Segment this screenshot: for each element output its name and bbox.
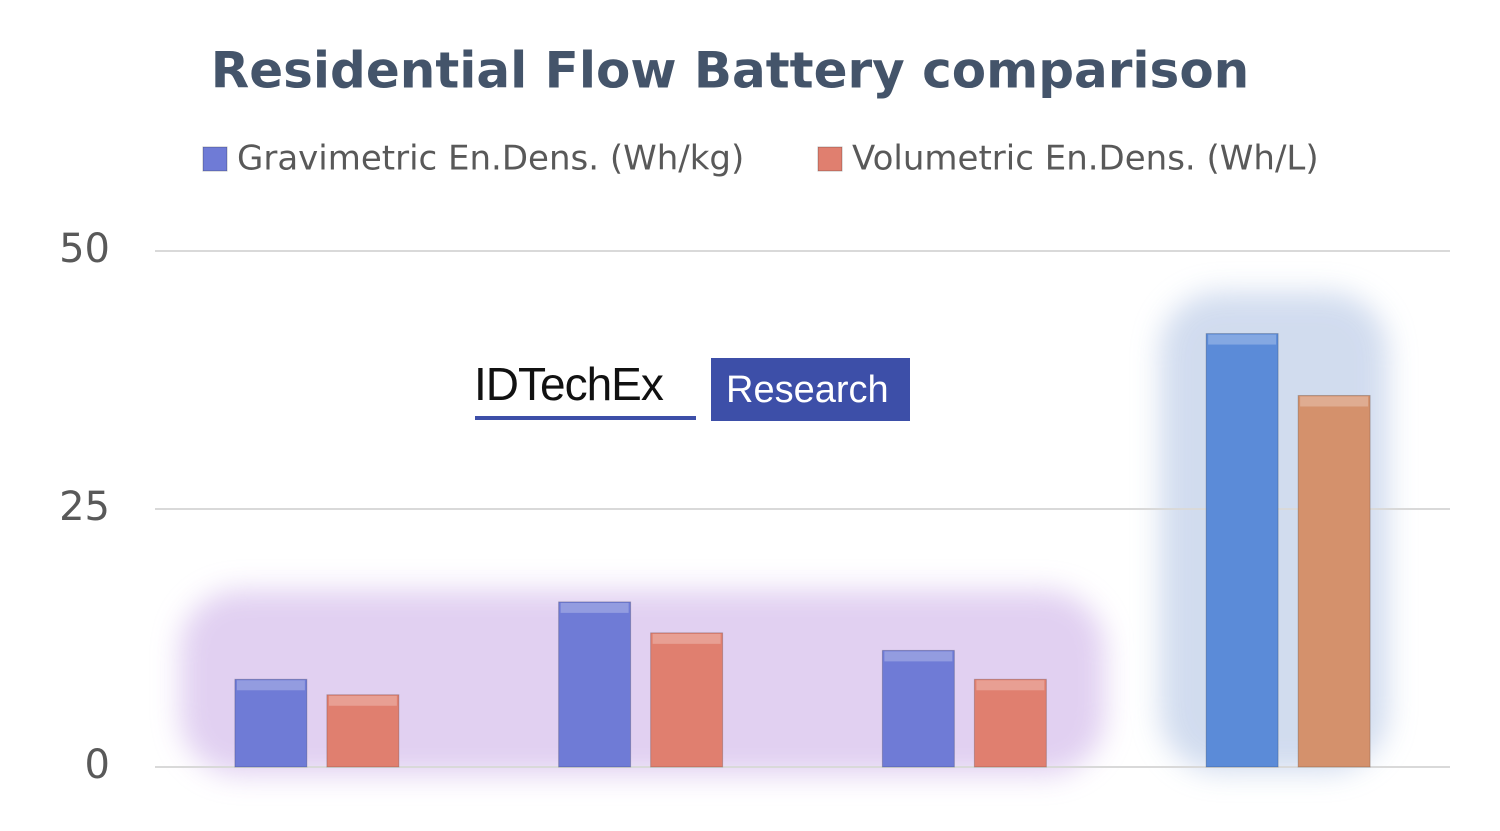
bar <box>973 678 1047 768</box>
bar-bevel <box>1208 334 1277 345</box>
watermark: IDTechEx Research <box>474 358 910 421</box>
bar-bevel <box>884 651 953 662</box>
bar <box>558 601 632 768</box>
bar-bevel <box>328 695 397 706</box>
bar <box>650 632 724 768</box>
bar <box>1205 333 1279 768</box>
watermark-text: IDTechEx <box>474 358 664 410</box>
y-tick-label: 0 <box>85 742 110 788</box>
bar <box>1297 394 1371 768</box>
chart-title: Residential Flow Battery comparison <box>211 42 1250 100</box>
legend-label: Gravimetric En.Dens. (Wh/kg) <box>237 139 744 179</box>
legend-label: Volumetric En.Dens. (Wh/L) <box>852 139 1319 179</box>
legend-marker <box>202 146 228 172</box>
bar-bevel <box>652 633 721 644</box>
bar <box>234 678 308 768</box>
watermark-box <box>711 358 910 421</box>
legend-marker <box>817 146 843 172</box>
y-tick-label: 50 <box>59 226 110 272</box>
bar-bevel <box>1300 396 1369 407</box>
bar <box>881 649 955 768</box>
y-tick-label: 25 <box>59 484 110 530</box>
bar-bevel <box>976 680 1045 691</box>
bar <box>326 694 400 768</box>
bar-bevel <box>560 602 629 613</box>
watermark-text: Research <box>726 369 889 411</box>
highlight-group <box>180 590 1105 775</box>
bar-bevel <box>236 680 305 691</box>
watermark-underline <box>475 416 696 420</box>
